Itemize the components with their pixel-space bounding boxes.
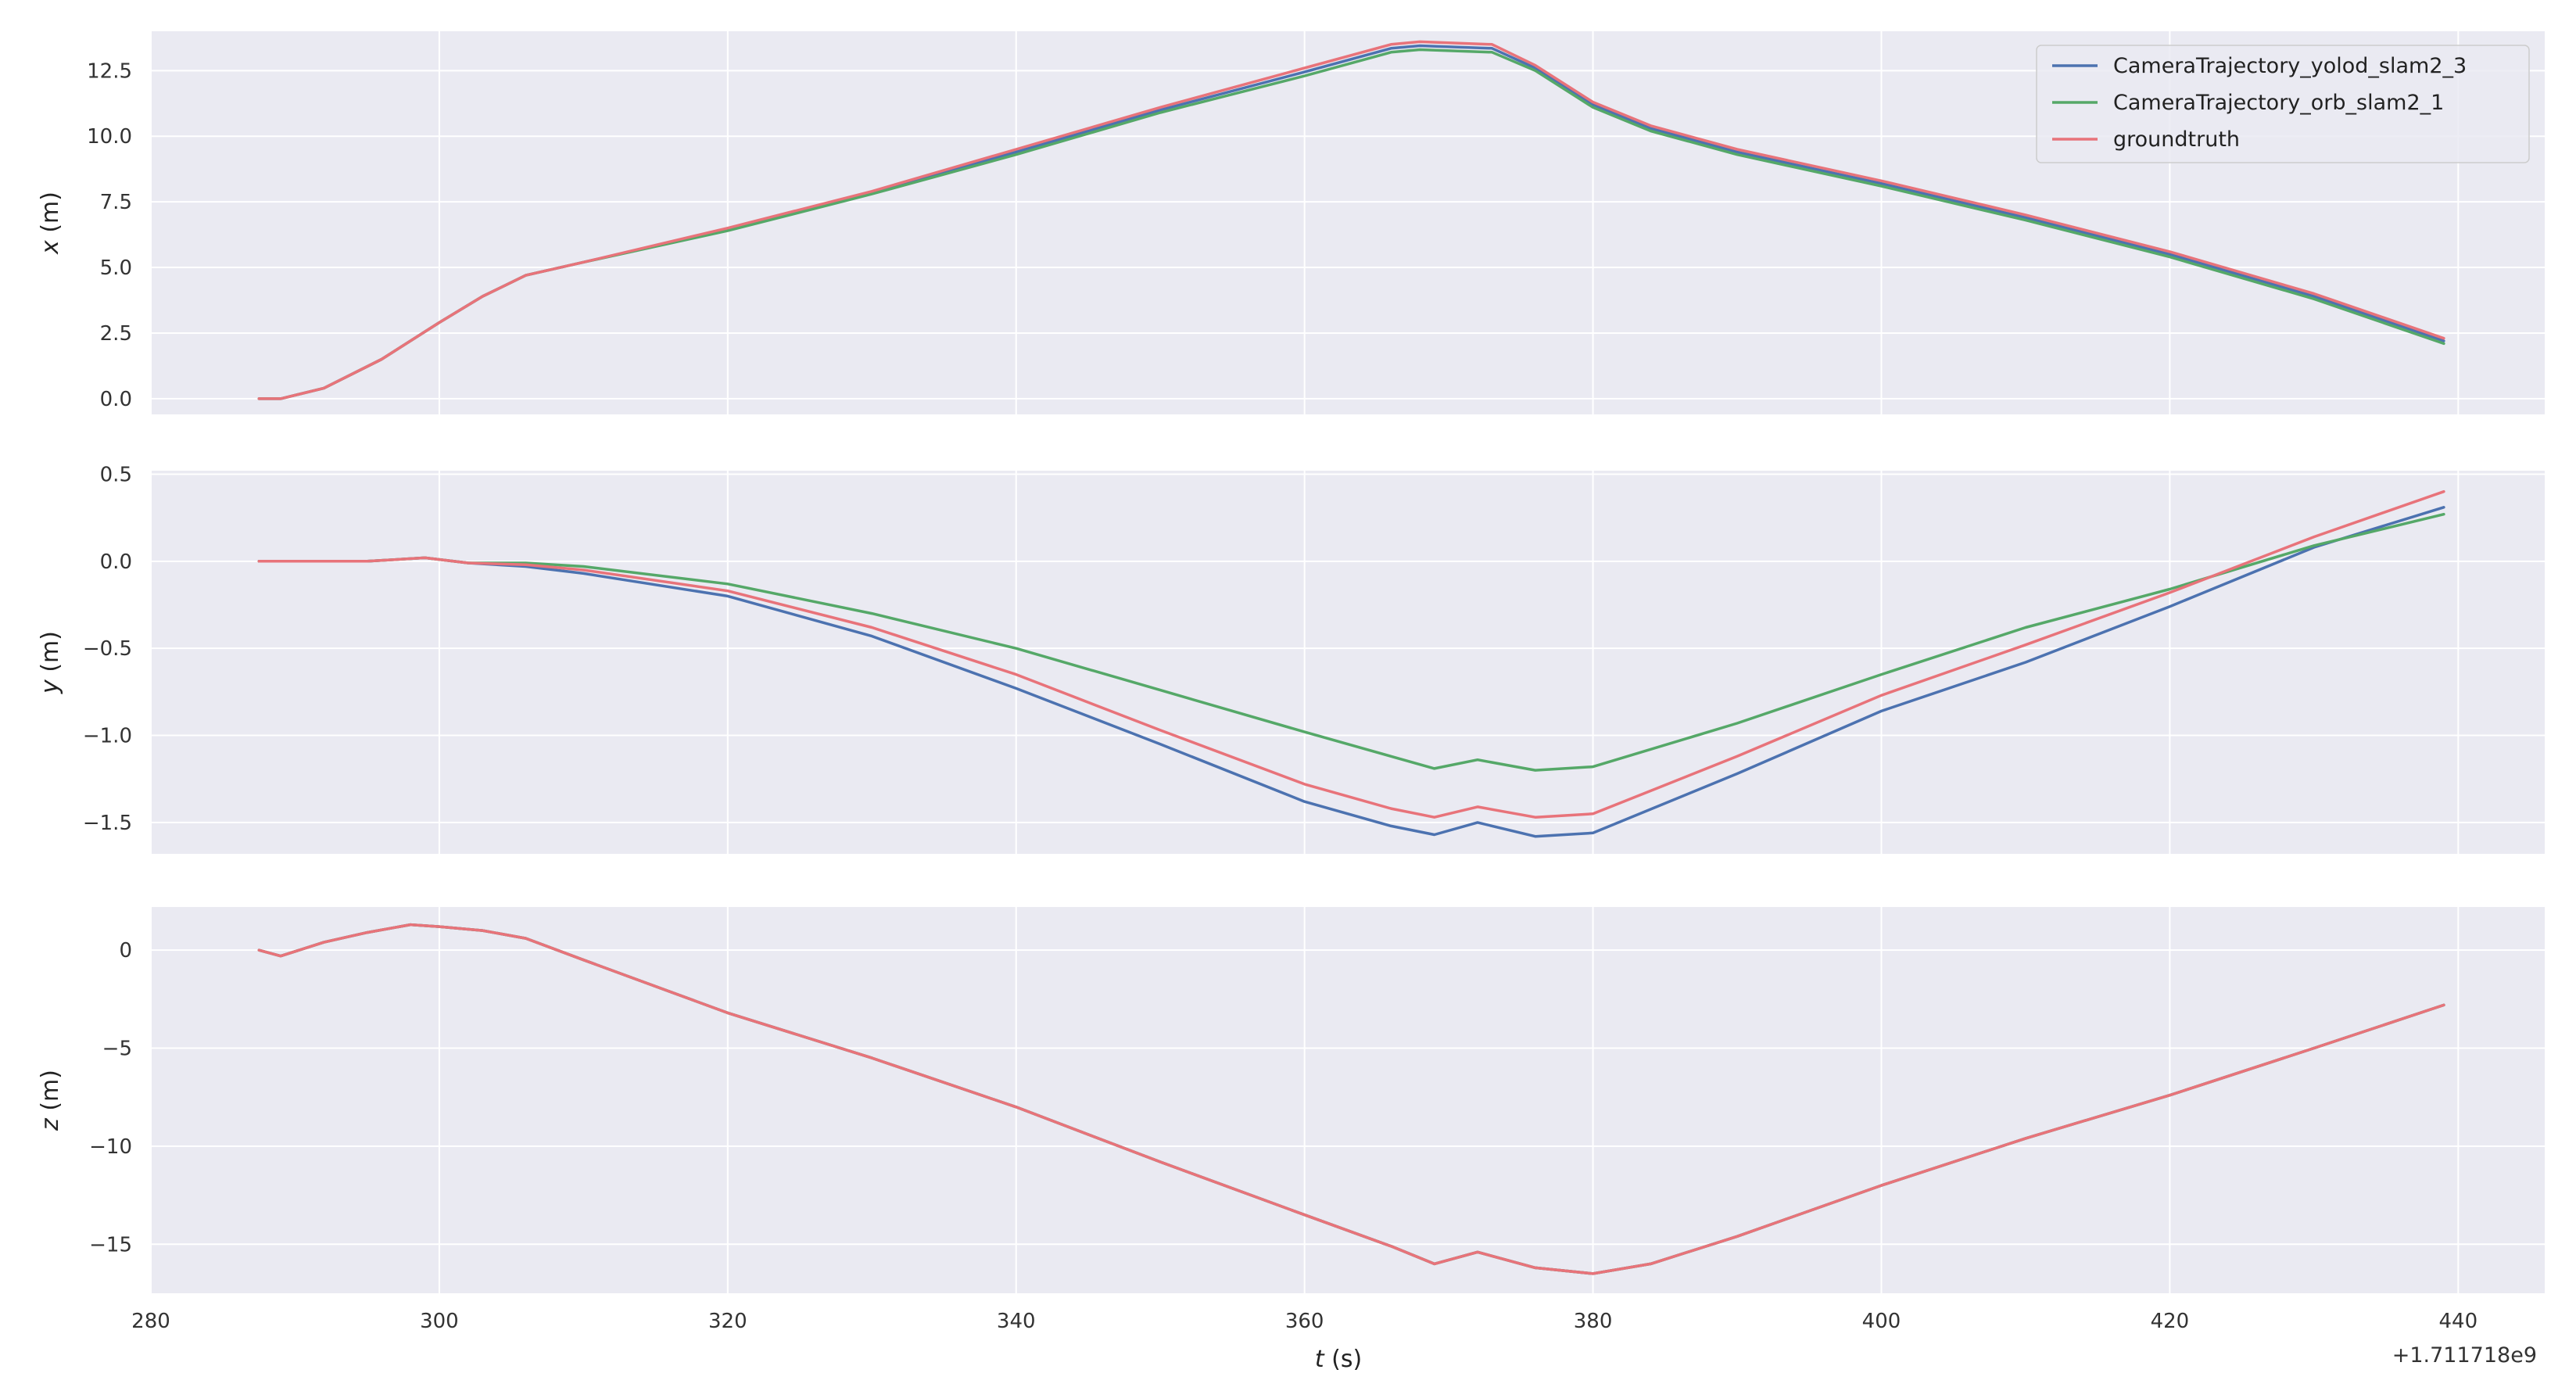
y-axis-label-unit: (m)	[37, 631, 64, 679]
y-axis-label-unit: (m)	[37, 1070, 64, 1118]
y-tick-label: 0.0	[100, 388, 132, 411]
y-axis-label: y (m)	[37, 631, 64, 694]
x-axis-label: t (s)	[1315, 1346, 1362, 1373]
x-offset-label: +1.711718e9	[2392, 1343, 2537, 1368]
x-tick-label: 340	[997, 1310, 1036, 1333]
y-tick-label: −1.5	[83, 812, 132, 835]
y-tick-label: 7.5	[100, 191, 132, 214]
y-tick-label: 0	[119, 939, 132, 963]
y-tick-label: −15	[89, 1233, 132, 1257]
x-tick-label: 400	[1862, 1310, 1901, 1333]
x-tick-label: 360	[1285, 1310, 1324, 1333]
y-axis-label: z (m)	[37, 1070, 64, 1131]
y-tick-label: −5	[102, 1038, 132, 1061]
series-line-groundtruth	[257, 489, 2445, 819]
subplot-z: −15 −10 −5 0 z (m) 280 300 320 340 360 380 400 420 44…	[37, 907, 2545, 1333]
plot-area	[151, 907, 2545, 1293]
y-tick-label: 0.5	[100, 463, 132, 486]
series-line-groundtruth	[257, 923, 2445, 1275]
legend-box	[2036, 45, 2530, 163]
series-line-groundtruth	[257, 40, 2445, 400]
y-tick-label: 5.0	[100, 256, 132, 280]
legend-label: groundtruth	[2113, 127, 2240, 152]
y-axis-label: x (m)	[37, 192, 64, 255]
y-axis-label-var: x	[37, 240, 64, 255]
y-tick-label: −10	[89, 1135, 132, 1159]
y-tick-label: 2.5	[100, 322, 132, 346]
y-tick-label: −0.5	[83, 637, 132, 661]
x-tick-label: 300	[420, 1310, 459, 1333]
y-tick-label: 10.0	[87, 125, 132, 149]
y-axis-label-unit: (m)	[37, 192, 64, 240]
x-axis-label-var: t	[1315, 1346, 1325, 1373]
x-axis-label-unit: (s)	[1324, 1346, 1363, 1373]
y-tick-label: 12.5	[87, 59, 132, 83]
y-axis-label-var: z	[37, 1117, 64, 1131]
legend-label: CameraTrajectory_orb_slam2_1	[2113, 91, 2444, 115]
subplots: 0.0 2.5 5.0 7.5 10.0 12.5 x (m) −1.5 −1.0 −0.5 0.0…	[37, 31, 2545, 1333]
x-tick-label: 320	[708, 1310, 747, 1333]
y-tick-label: −1.0	[83, 725, 132, 748]
y-axis-label-var: y	[37, 679, 64, 694]
plot-area	[151, 471, 2545, 854]
x-tick-label: 280	[131, 1310, 170, 1333]
legend: CameraTrajectory_yolod_slam2_3 CameraTraj…	[2036, 45, 2530, 163]
x-tick-label: 420	[2151, 1310, 2190, 1333]
x-tick-label: 440	[2439, 1310, 2478, 1333]
legend-label: CameraTrajectory_yolod_slam2_3	[2113, 54, 2467, 78]
y-tick-label: 0.0	[100, 550, 132, 574]
subplot-y: −1.5 −1.0 −0.5 0.0 0.5 y (m)	[37, 463, 2545, 854]
x-tick-label: 380	[1574, 1310, 1613, 1333]
